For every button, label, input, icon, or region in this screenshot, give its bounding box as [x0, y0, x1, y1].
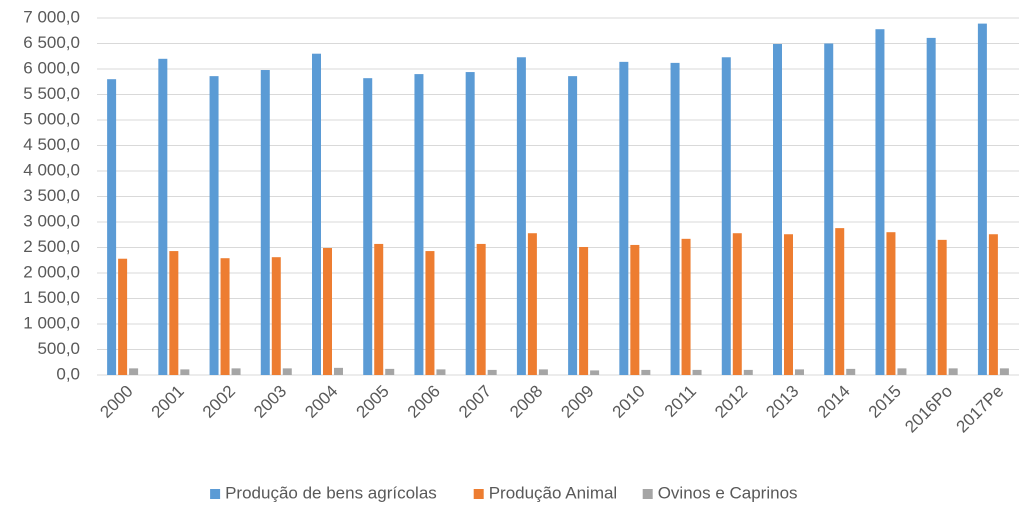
bar	[282, 368, 292, 375]
x-tick-label: 2001	[148, 382, 188, 422]
legend-label: Produção Animal	[489, 483, 618, 502]
y-tick-label: 6 500,0	[23, 33, 80, 52]
x-tick-label: 2000	[96, 382, 136, 422]
bar	[312, 53, 321, 375]
bar	[886, 232, 896, 375]
bar	[527, 233, 537, 375]
bar	[231, 368, 241, 375]
x-tick-label: 2002	[199, 382, 239, 422]
legend-label: Ovinos e Caprinos	[658, 483, 798, 502]
bar	[743, 369, 753, 375]
bar	[374, 243, 384, 375]
bar	[579, 246, 589, 375]
x-tick-label: 2015	[865, 382, 905, 422]
y-tick-label: 5 000,0	[23, 109, 80, 128]
bar	[590, 370, 600, 375]
y-tick-label: 500,0	[37, 339, 80, 358]
x-tick-label: 2016Po	[901, 382, 956, 437]
y-tick-label: 2 000,0	[23, 262, 80, 281]
bar	[209, 76, 219, 375]
bar	[937, 239, 947, 375]
bar	[795, 369, 804, 375]
bar	[670, 62, 680, 375]
y-tick-label: 7 000,0	[23, 7, 80, 26]
bar	[641, 369, 651, 375]
bar	[180, 369, 190, 375]
bar	[824, 43, 834, 375]
bar	[732, 233, 742, 375]
y-tick-label: 1 500,0	[23, 288, 80, 307]
y-tick-label: 6 000,0	[23, 58, 80, 77]
y-tick-label: 5 500,0	[23, 84, 80, 103]
bar	[692, 369, 702, 375]
bar	[385, 368, 395, 375]
bar	[784, 234, 793, 375]
bar	[988, 234, 998, 375]
bar	[630, 244, 640, 375]
y-tick-label: 4 500,0	[23, 135, 80, 154]
y-tick-label: 0,0	[56, 364, 80, 383]
bar	[220, 258, 230, 375]
legend-swatch	[210, 489, 221, 499]
bar	[538, 369, 548, 375]
bar	[158, 58, 168, 376]
bar	[835, 228, 845, 375]
x-tick-label: 2013	[762, 382, 802, 422]
bar	[260, 70, 270, 376]
bar	[476, 243, 486, 375]
bar	[773, 44, 782, 375]
y-tick-label: 1 000,0	[23, 313, 80, 332]
bar	[487, 369, 497, 375]
y-tick-label: 3 500,0	[23, 186, 80, 205]
x-tick-label: 2011	[661, 382, 700, 421]
bar	[948, 368, 958, 375]
bar	[436, 369, 446, 375]
x-tick-label: 2010	[609, 382, 649, 422]
bar	[999, 368, 1009, 375]
y-tick-label: 4 000,0	[23, 160, 80, 179]
bar	[363, 78, 373, 376]
bar	[118, 258, 128, 375]
x-tick-label: 2004	[301, 382, 341, 422]
bar	[425, 251, 435, 375]
y-tick-label: 3 000,0	[23, 211, 80, 230]
legend-label: Produção de bens agrícolas	[225, 483, 437, 502]
x-tick-label: 2005	[353, 382, 393, 422]
bar	[271, 257, 281, 375]
x-tick-label: 2007	[455, 382, 495, 422]
bar	[568, 76, 578, 375]
bar	[846, 368, 856, 375]
bar	[897, 368, 907, 375]
bar	[619, 61, 629, 376]
x-tick-label: 2017Pe	[952, 382, 1007, 437]
bar	[169, 251, 179, 375]
x-tick-label: 2003	[250, 382, 290, 422]
x-tick-label: 2014	[814, 382, 854, 422]
bar	[681, 238, 691, 375]
bar	[323, 248, 332, 375]
bar	[334, 367, 343, 375]
bar	[721, 57, 731, 376]
x-tick-label: 2008	[506, 382, 546, 422]
bar	[875, 29, 885, 375]
bar	[926, 37, 936, 375]
bar	[977, 23, 987, 376]
bar	[129, 368, 139, 375]
x-tick-label: 2006	[404, 382, 444, 422]
x-tick-label: 2009	[557, 382, 597, 422]
legend-swatch	[473, 489, 484, 499]
bar	[465, 72, 475, 375]
bar	[414, 74, 424, 375]
bar	[516, 57, 526, 376]
y-tick-label: 2 500,0	[23, 237, 80, 256]
bar	[107, 79, 117, 375]
legend-swatch	[642, 489, 653, 499]
x-tick-label: 2012	[711, 382, 751, 422]
